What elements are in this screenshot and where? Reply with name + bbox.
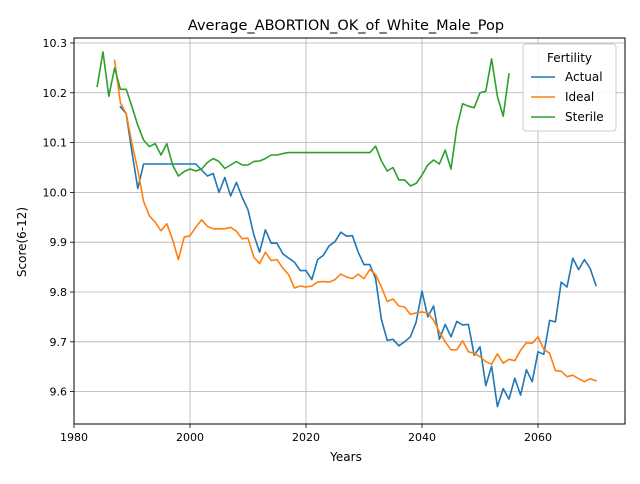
y-tick-label: 10.2 [43, 87, 68, 100]
x-axis-ticks: 1980 2000 2020 2040 2060 [60, 424, 552, 444]
y-tick-label: 10.0 [43, 186, 68, 199]
x-tick-label: 2040 [408, 431, 436, 444]
legend-box [522, 43, 617, 132]
chart-title: Average_ABORTION_OK_of_White_Male_Pop [188, 18, 504, 34]
y-tick-label: 9.9 [50, 236, 68, 249]
y-tick-label: 10.3 [43, 37, 68, 50]
legend-items: Actual Ideal Sterile [531, 70, 604, 124]
x-tick-label: 2020 [292, 431, 320, 444]
gridlines [73, 38, 625, 424]
series-line-sterile [96, 51, 510, 187]
series-lines [96, 51, 598, 408]
y-tick-label: 10.1 [43, 137, 68, 150]
x-tick-label: 1980 [60, 431, 88, 444]
x-tick-label: 2060 [524, 431, 552, 444]
legend-label-ideal: Ideal [565, 90, 594, 104]
y-tick-label: 9.6 [50, 386, 68, 399]
series-line-actual [119, 105, 598, 408]
y-axis-ticks: 9.6 9.7 9.8 9.9 10.0 10.1 10.2 10.3 [43, 37, 74, 399]
y-tick-label: 9.7 [50, 336, 68, 349]
plot-frame [73, 37, 626, 425]
legend-label-sterile: Sterile [565, 110, 604, 124]
legend-label-actual: Actual [565, 70, 603, 84]
y-tick-label: 9.8 [50, 286, 68, 299]
series-line-ideal [113, 59, 598, 383]
y-axis-label: Score(6-12) [15, 207, 29, 277]
legend-title: Fertility [547, 51, 592, 65]
x-tick-label: 2000 [176, 431, 204, 444]
x-axis-label: Years [329, 450, 362, 464]
legend: Fertility Actual Ideal Sterile [522, 43, 617, 132]
